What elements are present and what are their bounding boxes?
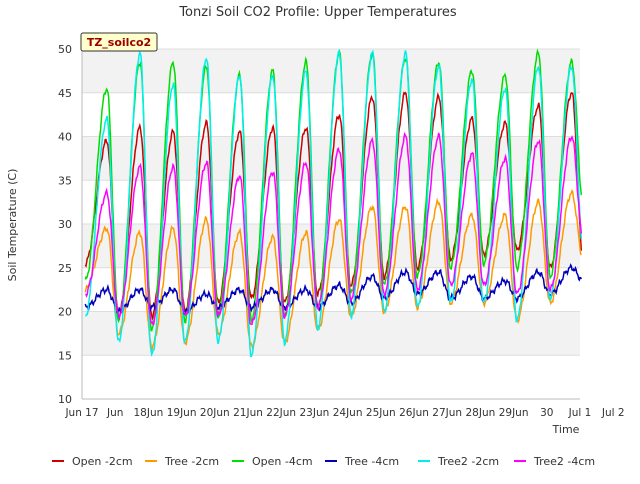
legend-label: Tree2 -2cm [437,455,499,468]
series-line-tree2-4cm [85,131,583,326]
annotation-box: TZ_soilco2 [80,32,158,52]
x-tick-label: Jul 2 [601,407,625,419]
x-tick-label: Jun [106,407,123,419]
y-tick-label: 25 [58,262,72,275]
x-tick-label: Jul 1 [568,407,592,419]
x-tick-label: 19Jun [167,407,197,419]
x-tick-label: 30 [540,407,553,419]
legend-item-tree-2cm: Tree -2cm [145,455,219,468]
legend-label: Tree -4cm [344,455,399,468]
plot-band [82,267,580,312]
x-tick-label: 20Jun [200,407,230,419]
x-tick-label: 18Jun [134,407,164,419]
x-axis-label: Time [552,423,580,436]
series-line-open-2cm [84,91,583,322]
y-tick-label: 50 [58,43,72,56]
legend-item-open-4cm: Open -4cm [232,455,313,468]
legend: Open -2cm Tree -2cm Open -4cm Tree -4cm Tree… [52,455,595,468]
x-tick-label: 24Jun [333,407,363,419]
x-tick-label: 27Jun [432,407,462,419]
legend-label: Tree2 -4cm [533,455,595,468]
y-tick-label: 20 [58,306,72,319]
y-tick-label: 30 [58,218,72,231]
y-tick-label: 45 [58,87,72,100]
annotation-text: TZ_soilco2 [87,36,151,49]
legend-item-tree2-4cm: Tree2 -4cm [514,455,595,468]
x-tick-label: 22Jun [266,407,296,419]
y-tick-label: 40 [58,131,72,144]
legend-label: Tree -2cm [164,455,219,468]
y-axis-ticks: 10 15 20 25 30 35 40 45 50 [58,43,72,406]
plot-band [82,224,580,268]
y-axis-label: Soil Temperature (C) [6,169,19,282]
series-line-tree2-2cm [85,48,583,358]
x-tick-label: 26Jun [399,407,429,419]
x-tick-label: 25Jun [366,407,396,419]
series-layer [84,48,583,358]
annotation-box-frame [80,32,158,52]
series-line-tree-4cm [84,263,582,315]
y-tick-label: 35 [58,174,72,187]
x-tick-label: 29Jun [499,407,529,419]
x-tick-label: 28Jun [466,407,496,419]
plot-band [82,311,580,356]
legend-item-tree-4cm: Tree -4cm [325,455,399,468]
chart-title: Tonzi Soil CO2 Profile: Upper Temperatur… [178,5,457,20]
x-tick-label: 23Jun [300,407,330,419]
x-tick-label: 21Jun [233,407,263,419]
y-tick-label: 15 [58,349,72,362]
legend-label: Open -2cm [72,455,133,468]
x-axis-ticks: Jun 17 Jun 18Jun 19Jun 20Jun 21Jun 22Jun 23Jun 2… [64,407,624,419]
plot-background [81,48,580,400]
legend-label: Open -4cm [252,455,313,468]
plot-band [82,49,580,93]
legend-item-open-2cm: Open -2cm [52,455,133,468]
y-tick-label: 10 [58,393,72,406]
legend-item-tree2-2cm: Tree2 -2cm [418,455,499,468]
x-tick-label: Jun 17 [64,407,98,419]
plot-band [82,355,580,399]
series-line-tree-2cm [84,189,582,353]
